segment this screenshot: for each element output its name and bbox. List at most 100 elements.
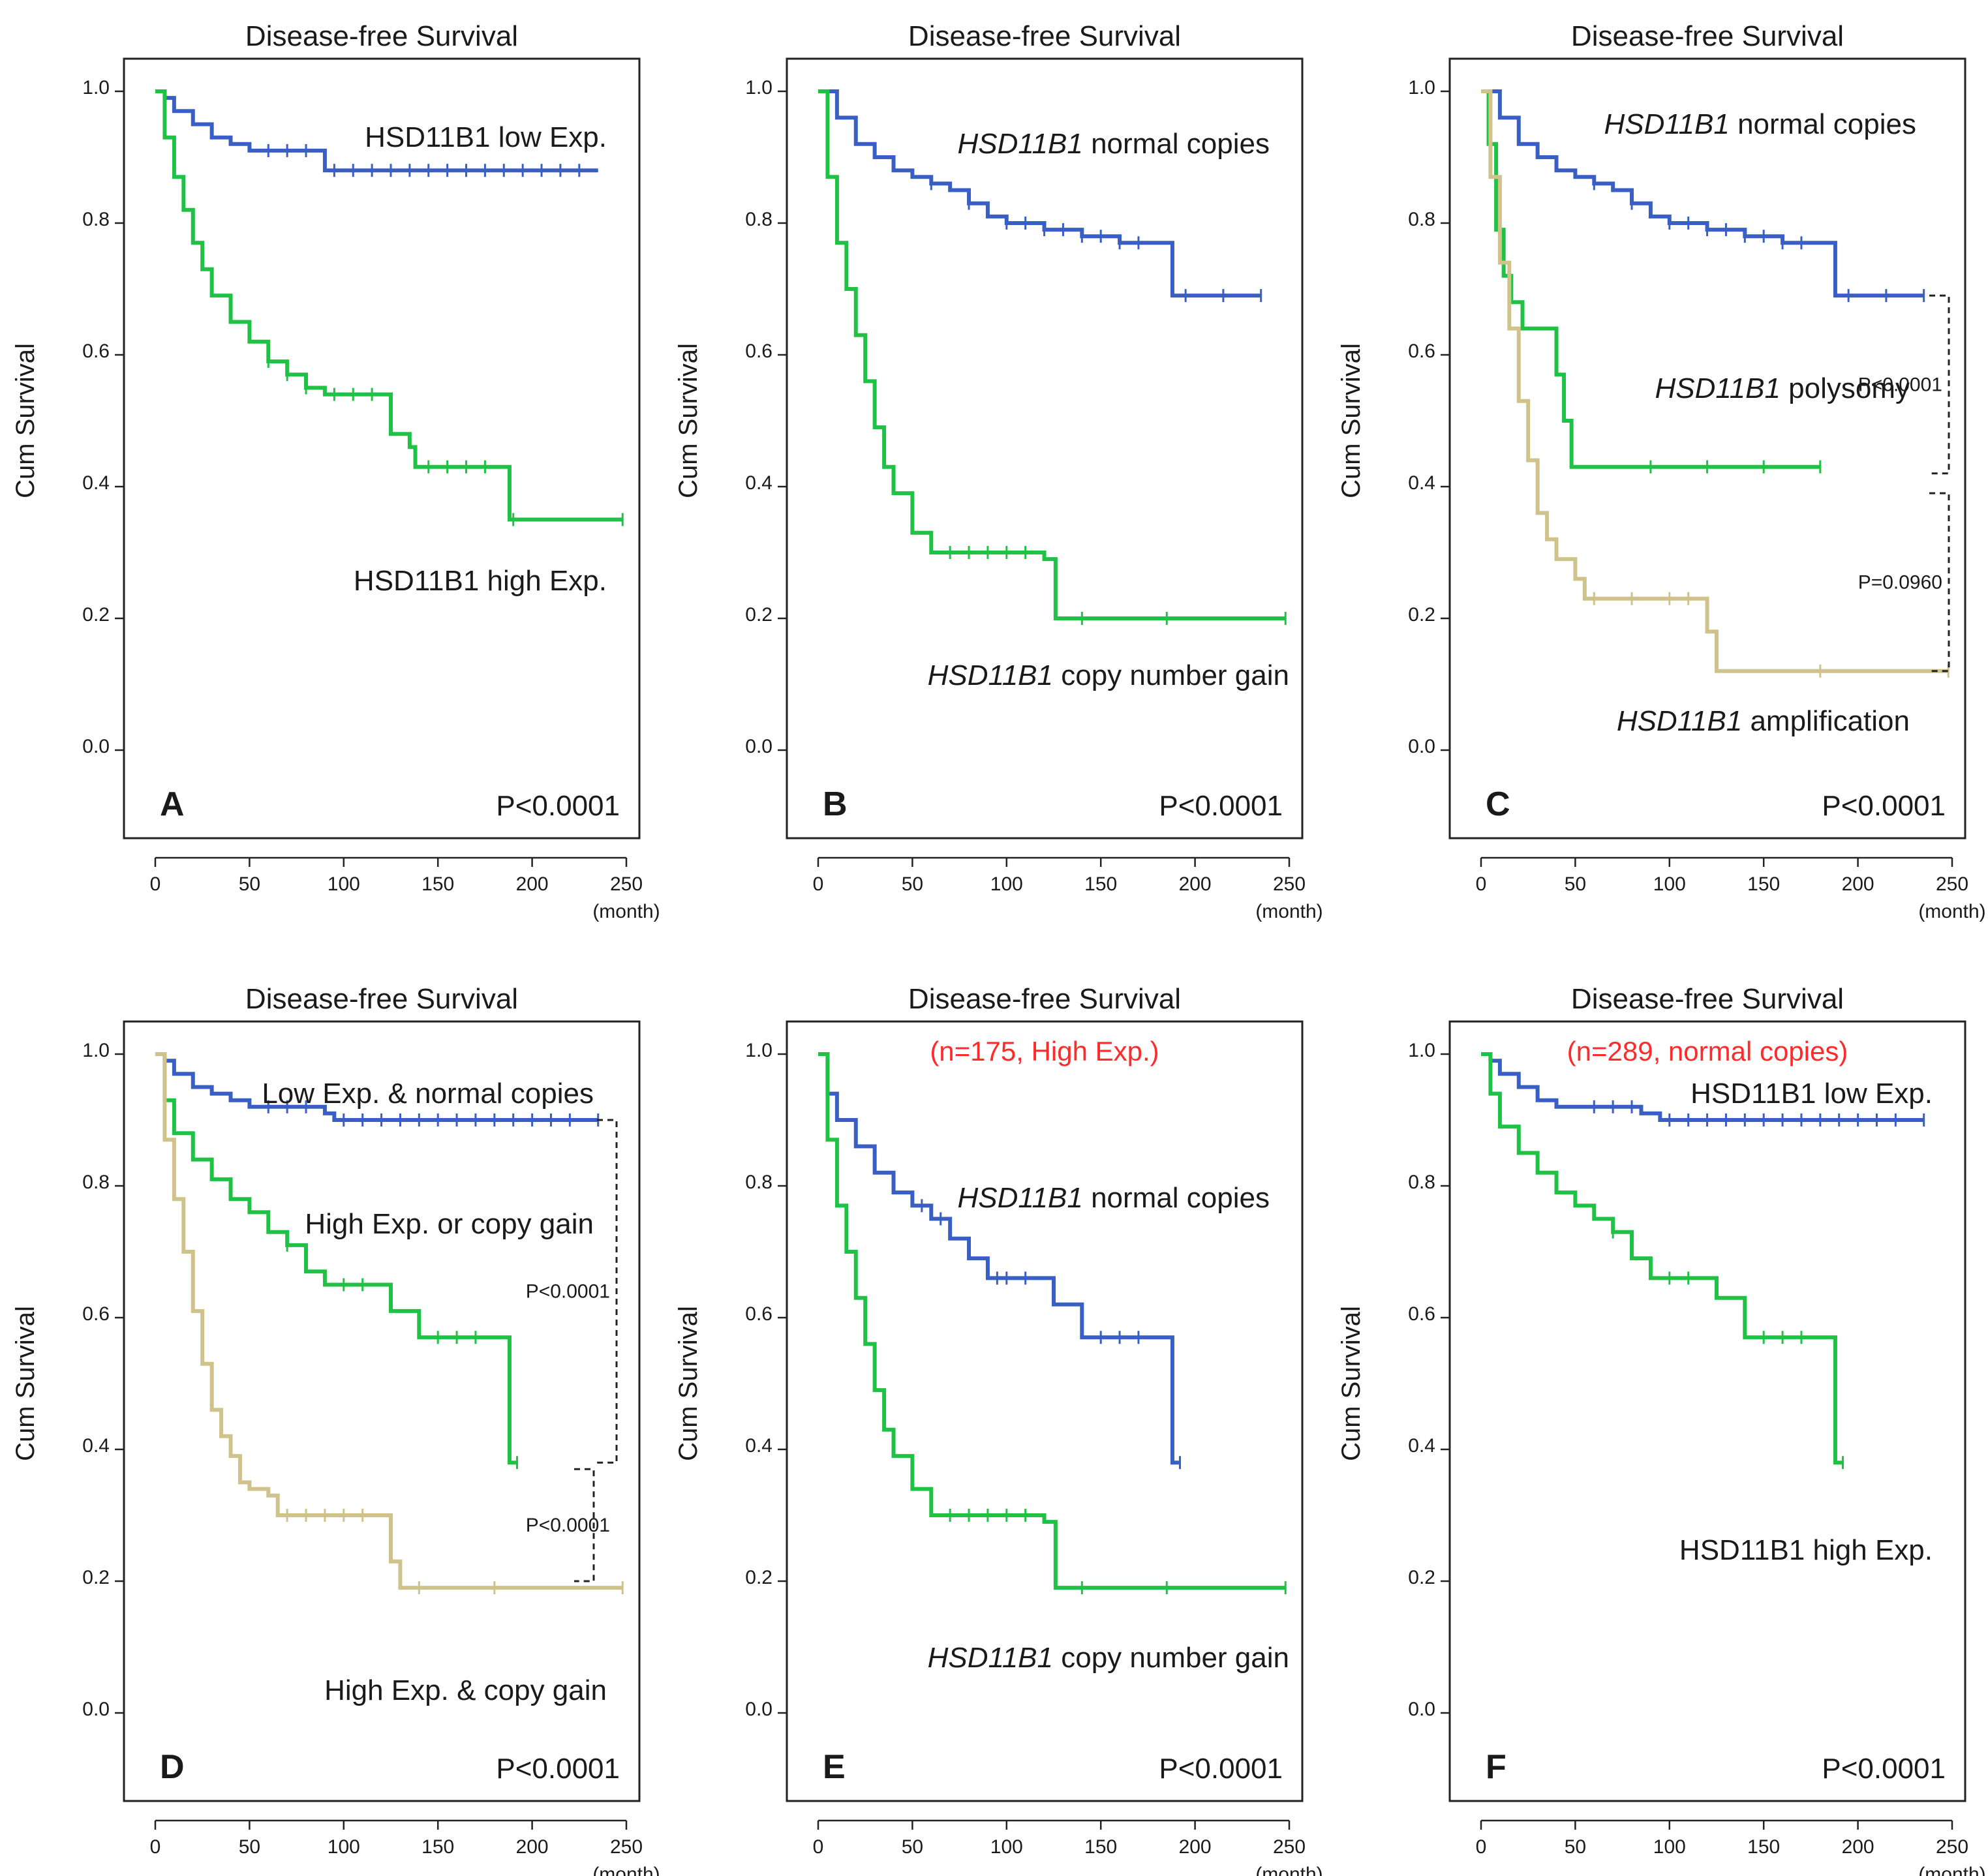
series-line-green bbox=[818, 1052, 1286, 1590]
x-tick-label: 200 bbox=[516, 873, 549, 895]
y-tick-label: 0.4 bbox=[82, 1435, 110, 1457]
y-tick-label: 0.4 bbox=[745, 1435, 772, 1457]
x-tick-label: 200 bbox=[1842, 1836, 1874, 1858]
x-tick-label: 150 bbox=[1084, 1836, 1117, 1858]
annotation-text: copy number gain bbox=[1053, 659, 1289, 691]
annotation-text: polysomy bbox=[1781, 372, 1910, 404]
y-tick-label: 0.0 bbox=[1408, 1699, 1435, 1720]
y-tick-label: 0.8 bbox=[82, 209, 110, 230]
annotation-gene: HSD11B1 bbox=[928, 659, 1053, 691]
x-tick-label: 0 bbox=[813, 1836, 824, 1858]
x-tick-label: 100 bbox=[1653, 1836, 1686, 1858]
series-line-green bbox=[1481, 1052, 1843, 1465]
annotation-gene: HSD11B1 bbox=[1655, 372, 1781, 404]
x-tick-label: 0 bbox=[1476, 1836, 1487, 1858]
series-line-green bbox=[155, 1052, 517, 1465]
series-line-blue bbox=[818, 1052, 1180, 1465]
series-line-tan bbox=[1481, 89, 1949, 673]
series-annotation: HSD11B1 amplification bbox=[1617, 705, 1910, 737]
x-tick-label: 150 bbox=[1084, 873, 1117, 895]
panel-letter: A bbox=[160, 785, 185, 823]
series-line-blue bbox=[1481, 1052, 1924, 1122]
chart-title: Disease-free Survival bbox=[908, 20, 1181, 52]
y-tick-label: 0.0 bbox=[745, 736, 772, 757]
plot-frame bbox=[1448, 57, 1966, 840]
plot-frame bbox=[786, 57, 1304, 840]
panel-letter: F bbox=[1486, 1748, 1506, 1786]
significance-bracket bbox=[597, 1119, 618, 1464]
bracket-p-value: P<0.0001 bbox=[526, 1281, 610, 1303]
series-line-green bbox=[155, 89, 623, 522]
panel-C: Disease-free Survival Cum Survival 0.0 0.2 0… bbox=[1337, 20, 1986, 922]
x-tick-label: 50 bbox=[1565, 873, 1586, 895]
x-tick-label: 250 bbox=[1273, 873, 1306, 895]
chart-title: Disease-free Survival bbox=[1571, 20, 1844, 52]
series-annotation: HSD11B1 low Exp. bbox=[1690, 1078, 1933, 1110]
x-tick-label: 50 bbox=[239, 1836, 260, 1858]
y-tick-label: 0.0 bbox=[1408, 736, 1435, 757]
plot-frame bbox=[123, 1020, 641, 1802]
x-axis-label: (month) bbox=[1918, 901, 1985, 922]
x-tick-label: 100 bbox=[990, 1836, 1023, 1858]
annotation-text: amplification bbox=[1742, 705, 1910, 737]
y-tick-label: 0.6 bbox=[82, 340, 110, 362]
plot-frame bbox=[123, 57, 641, 840]
annotation-text: HSD11B1 high Exp. bbox=[1679, 1534, 1933, 1566]
annotation-text: normal copies bbox=[1730, 108, 1916, 140]
annotation-gene: HSD11B1 bbox=[928, 1642, 1053, 1674]
bracket-p-value: P=0.0960 bbox=[1858, 571, 1942, 593]
series-annotation: HSD11B1 normal copies bbox=[957, 1182, 1270, 1214]
panel-E: Disease-free Survival (n=175, High Exp.) C… bbox=[674, 983, 1323, 1876]
y-tick-label: 0.6 bbox=[745, 340, 772, 362]
y-tick-label: 0.8 bbox=[745, 1172, 772, 1193]
y-tick-label: 0.4 bbox=[82, 472, 110, 494]
y-tick-label: 0.2 bbox=[1408, 1567, 1435, 1588]
annotation-gene: HSD11B1 bbox=[957, 1182, 1082, 1214]
x-tick-label: 100 bbox=[1653, 873, 1686, 895]
annotation-gene: HSD11B1 bbox=[1617, 705, 1742, 737]
y-tick-label: 0.8 bbox=[82, 1172, 110, 1193]
series-line-blue bbox=[1481, 89, 1924, 298]
panel-A: Disease-free Survival Cum Survival 0.0 0.2 0… bbox=[11, 20, 660, 922]
panel-B: Disease-free Survival Cum Survival 0.0 0.2 0… bbox=[674, 20, 1323, 922]
x-axis-label: (month) bbox=[1918, 1864, 1985, 1876]
y-axis-label: Cum Survival bbox=[1337, 343, 1366, 498]
y-tick-label: 1.0 bbox=[745, 1040, 772, 1061]
chart-subtitle: (n=289, normal copies) bbox=[1567, 1036, 1848, 1067]
significance-bracket bbox=[1929, 492, 1950, 673]
series-line-tan bbox=[155, 1052, 623, 1590]
y-tick-label: 0.8 bbox=[745, 209, 772, 230]
y-tick-label: 0.2 bbox=[1408, 604, 1435, 626]
x-tick-label: 0 bbox=[150, 873, 161, 895]
y-axis-label: Cum Survival bbox=[11, 1306, 40, 1461]
x-tick-label: 200 bbox=[1179, 1836, 1212, 1858]
chart-title: Disease-free Survival bbox=[245, 983, 518, 1015]
series-annotation: HSD11B1 copy number gain bbox=[928, 1642, 1289, 1674]
x-tick-label: 150 bbox=[1747, 1836, 1780, 1858]
annotation-text: HSD11B1 high Exp. bbox=[354, 565, 607, 597]
x-tick-label: 50 bbox=[1565, 1836, 1586, 1858]
panel-D: Disease-free Survival Cum Survival 0.0 0.2 0… bbox=[11, 983, 660, 1876]
x-axis-label: (month) bbox=[592, 1864, 660, 1876]
p-value: P<0.0001 bbox=[496, 1753, 620, 1785]
plot-frame bbox=[1448, 1020, 1966, 1802]
chart-title: Disease-free Survival bbox=[1571, 983, 1844, 1015]
p-value: P<0.0001 bbox=[1822, 790, 1946, 822]
bracket-p-value: P<0.0001 bbox=[526, 1515, 610, 1536]
x-axis-label: (month) bbox=[1255, 1864, 1323, 1876]
y-tick-label: 0.2 bbox=[745, 604, 772, 626]
x-tick-label: 250 bbox=[1936, 873, 1968, 895]
x-tick-label: 100 bbox=[990, 873, 1023, 895]
y-tick-label: 0.8 bbox=[1408, 209, 1435, 230]
x-tick-label: 0 bbox=[150, 1836, 161, 1858]
x-tick-label: 150 bbox=[421, 1836, 454, 1858]
chart-subtitle: (n=175, High Exp.) bbox=[930, 1036, 1159, 1067]
annotation-text: High Exp. or copy gain bbox=[305, 1208, 594, 1240]
y-tick-label: 0.0 bbox=[82, 1699, 110, 1720]
series-annotation: HSD11B1 copy number gain bbox=[928, 659, 1289, 691]
series-line-blue bbox=[155, 1052, 598, 1122]
series-annotation: High Exp. or copy gain bbox=[305, 1208, 594, 1240]
chart-title: Disease-free Survival bbox=[908, 983, 1181, 1015]
y-tick-label: 0.4 bbox=[1408, 472, 1435, 494]
panel-F: Disease-free Survival (n=289, normal copi… bbox=[1337, 983, 1986, 1876]
